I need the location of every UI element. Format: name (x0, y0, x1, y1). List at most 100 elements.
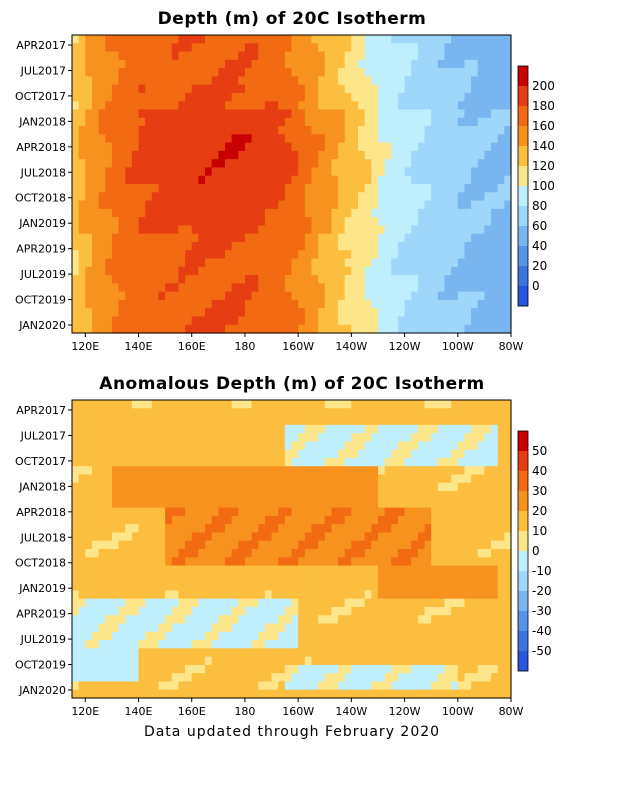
depth-cell (404, 117, 412, 127)
anomaly-cell (491, 491, 499, 500)
anomaly-cell (451, 400, 459, 409)
anomaly-cell (125, 557, 133, 567)
depth-cell (105, 225, 113, 235)
depth-cell (358, 225, 366, 235)
anomaly-cell (344, 457, 352, 467)
anomaly-cell (411, 664, 419, 674)
depth-cell (151, 59, 160, 69)
anomaly-cell (397, 623, 406, 633)
anomaly-y-tick-label: JAN2020 (18, 684, 66, 697)
depth-cell (444, 150, 452, 160)
anomaly-cell (218, 457, 226, 467)
depth-cell (411, 59, 419, 69)
anomaly-cell (358, 664, 366, 674)
depth-cell (284, 150, 293, 160)
anomaly-cell (105, 640, 113, 649)
anomaly-cell (457, 416, 466, 426)
anomaly-cell (384, 400, 392, 409)
anomaly-cell (198, 656, 206, 666)
depth-cell (331, 175, 339, 185)
anomaly-cell (72, 689, 80, 699)
depth-cell (437, 266, 446, 276)
anomaly-cell (344, 640, 352, 649)
anomaly-cell (377, 532, 386, 542)
anomaly-cell (284, 631, 293, 641)
depth-cell (364, 92, 372, 102)
depth-cell (191, 233, 199, 243)
depth-cell (397, 217, 406, 226)
depth-cell (497, 225, 505, 235)
depth-cell (411, 126, 419, 135)
depth-cell (231, 299, 239, 309)
depth-cell (191, 217, 199, 226)
depth-cell (211, 134, 219, 144)
depth-cell (344, 250, 352, 260)
depth-cell (205, 35, 213, 44)
depth-cell (411, 316, 419, 326)
depth-cell (258, 150, 266, 160)
anomaly-y-tick-label: JUL2017 (20, 429, 66, 442)
depth-cell (158, 258, 166, 268)
anomaly-cell (111, 540, 120, 550)
anomaly-cell (324, 491, 333, 500)
depth-cell (417, 308, 426, 318)
anomaly-cell (484, 474, 492, 484)
depth-cell (318, 126, 326, 135)
depth-cell (437, 250, 446, 260)
depth-cell (284, 134, 293, 144)
anomaly-cell (151, 623, 160, 633)
anomaly-cell (298, 598, 306, 608)
anomaly-cell (85, 573, 93, 583)
anomaly-cell (145, 590, 153, 600)
anomaly-cell (185, 631, 193, 641)
anomaly-cell (178, 631, 186, 641)
depth-cell (138, 101, 146, 111)
anomaly-cell (98, 557, 106, 567)
anomaly-cell (198, 623, 206, 633)
depth-cell (377, 68, 386, 77)
anomaly-cell (251, 507, 259, 517)
depth-cell (504, 126, 512, 135)
depth-cell (224, 225, 233, 235)
anomaly-cell (391, 681, 399, 691)
depth-cell (298, 233, 306, 243)
depth-cell (471, 225, 479, 235)
depth-cell (417, 159, 426, 169)
anomaly-cell (411, 466, 419, 476)
depth-cell (411, 142, 419, 152)
anomaly-cell (484, 590, 492, 600)
anomaly-cell (497, 681, 505, 691)
anomaly-cell (324, 400, 333, 409)
anomaly-cell (397, 400, 406, 409)
depth-cell (224, 266, 233, 276)
anomaly-cell (271, 507, 279, 517)
anomaly-cell (244, 491, 253, 500)
anomaly-cell (224, 482, 233, 492)
anomaly-cell (484, 441, 492, 451)
anomaly-cell (491, 449, 499, 459)
depth-cell (271, 101, 279, 111)
depth-cell (251, 299, 259, 309)
depth-cell (338, 51, 346, 61)
anomaly-cell (105, 598, 113, 608)
depth-cell (131, 225, 140, 235)
anomaly-cell (377, 615, 386, 625)
depth-cell (457, 175, 466, 185)
depth-cell (331, 217, 339, 226)
depth-cell (145, 233, 153, 243)
anomaly-cell (417, 656, 426, 666)
anomaly-colorbar-swatch (518, 631, 528, 652)
depth-cell (464, 159, 472, 169)
anomaly-cell (397, 441, 406, 451)
depth-cell (491, 266, 499, 276)
depth-cell (72, 167, 80, 177)
anomaly-cell (191, 681, 199, 691)
anomaly-cell (417, 648, 426, 658)
depth-cell (451, 43, 459, 53)
anomaly-cell (311, 689, 319, 699)
depth-cell (431, 51, 439, 61)
depth-cell (371, 233, 379, 243)
depth-cell (331, 241, 339, 251)
anomaly-cell (431, 441, 439, 451)
depth-cell (417, 200, 426, 210)
